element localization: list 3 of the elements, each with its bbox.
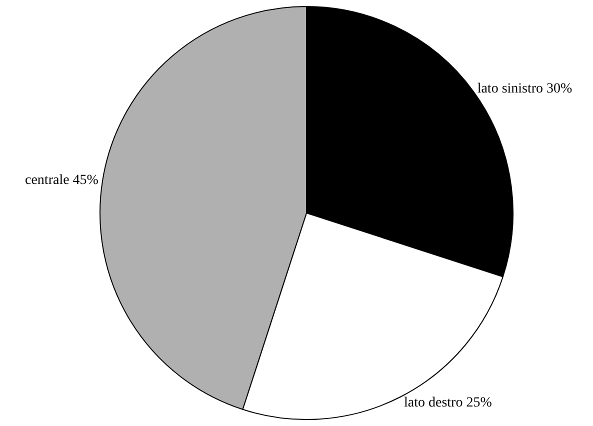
slice-label: centrale 45%	[24, 173, 99, 188]
slice-label: lato destro 25%	[404, 395, 492, 410]
slice-label: lato sinistro 30%	[477, 82, 573, 97]
